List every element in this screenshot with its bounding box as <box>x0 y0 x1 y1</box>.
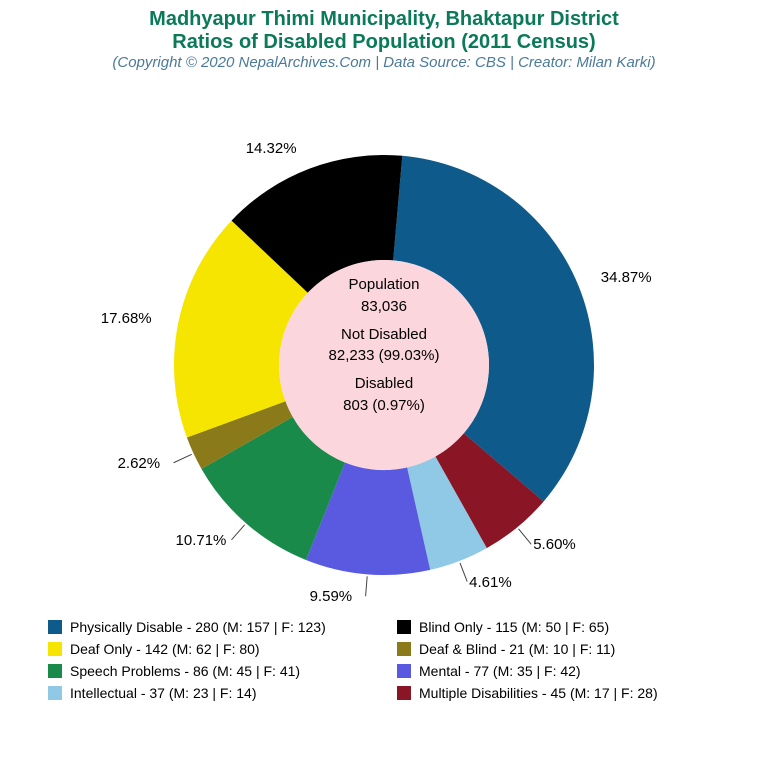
slice-pct-label: 10.71% <box>176 532 227 549</box>
legend-swatch <box>48 664 62 678</box>
chart-subtitle: (Copyright © 2020 NepalArchives.Com | Da… <box>10 54 758 71</box>
legend-label: Multiple Disabilities - 45 (M: 17 | F: 2… <box>419 685 658 701</box>
legend-swatch <box>397 620 411 634</box>
legend-item: Physically Disable - 280 (M: 157 | F: 12… <box>48 619 379 635</box>
center-disabled-value: 803 (0.97%) <box>329 395 440 417</box>
chart-title-line1: Madhyapur Thimi Municipality, Bhaktapur … <box>10 8 758 31</box>
legend-label: Mental - 77 (M: 35 | F: 42) <box>419 663 581 679</box>
chart-title-line2: Ratios of Disabled Population (2011 Cens… <box>10 31 758 54</box>
center-pop-label: Population <box>329 274 440 296</box>
legend-label: Speech Problems - 86 (M: 45 | F: 41) <box>70 663 300 679</box>
title-block: Madhyapur Thimi Municipality, Bhaktapur … <box>0 0 768 75</box>
slice-pct-label: 14.32% <box>246 140 297 157</box>
legend-item: Deaf Only - 142 (M: 62 | F: 80) <box>48 641 379 657</box>
legend-swatch <box>397 686 411 700</box>
legend-label: Intellectual - 37 (M: 23 | F: 14) <box>70 685 257 701</box>
slice-pct-label: 2.62% <box>118 455 161 472</box>
donut-chart: Population 83,036 Not Disabled 82,233 (9… <box>0 75 768 615</box>
center-notdisabled-label: Not Disabled <box>329 323 440 345</box>
legend-swatch <box>48 686 62 700</box>
legend-item: Speech Problems - 86 (M: 45 | F: 41) <box>48 663 379 679</box>
legend-label: Deaf & Blind - 21 (M: 10 | F: 11) <box>419 641 615 657</box>
legend-label: Physically Disable - 280 (M: 157 | F: 12… <box>70 619 326 635</box>
legend-item: Multiple Disabilities - 45 (M: 17 | F: 2… <box>397 685 728 701</box>
center-summary: Population 83,036 Not Disabled 82,233 (9… <box>329 274 440 417</box>
legend-swatch <box>397 664 411 678</box>
slice-pct-label: 17.68% <box>101 310 152 327</box>
slice-pct-label: 5.60% <box>533 536 576 553</box>
legend-swatch <box>48 620 62 634</box>
legend-label: Blind Only - 115 (M: 50 | F: 65) <box>419 619 609 635</box>
legend-swatch <box>48 642 62 656</box>
slice-pct-label: 4.61% <box>469 574 512 591</box>
center-notdisabled-value: 82,233 (99.03%) <box>329 345 440 367</box>
legend-item: Blind Only - 115 (M: 50 | F: 65) <box>397 619 728 635</box>
slice-pct-label: 9.59% <box>310 588 353 605</box>
legend: Physically Disable - 280 (M: 157 | F: 12… <box>0 615 768 711</box>
slice-pct-label: 34.87% <box>601 269 652 286</box>
legend-item: Deaf & Blind - 21 (M: 10 | F: 11) <box>397 641 728 657</box>
legend-item: Intellectual - 37 (M: 23 | F: 14) <box>48 685 379 701</box>
legend-item: Mental - 77 (M: 35 | F: 42) <box>397 663 728 679</box>
center-pop-value: 83,036 <box>329 296 440 318</box>
center-disabled-label: Disabled <box>329 373 440 395</box>
legend-swatch <box>397 642 411 656</box>
legend-label: Deaf Only - 142 (M: 62 | F: 80) <box>70 641 260 657</box>
